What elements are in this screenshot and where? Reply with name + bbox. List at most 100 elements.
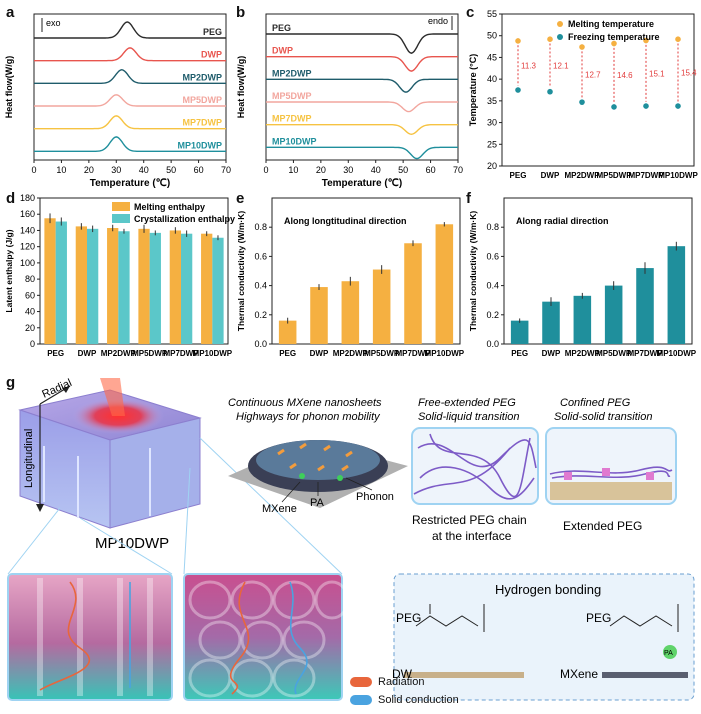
data-point-melting: [643, 37, 649, 44]
x-tick-label: 30: [111, 165, 121, 175]
dsc-cooling-chart: 0 10 20 30 40 50 60 70 Temperature (℃) Heat flow(…: [4, 13, 231, 188]
mxene-title-line2: Highways for phonon mobility: [236, 411, 381, 423]
y-tick-label: 40: [487, 74, 497, 84]
series-label: MP7DWP: [272, 114, 312, 124]
x-tick-label: MP10DWP: [657, 349, 697, 358]
series-line-mp7dwp: [34, 115, 226, 130]
bar-melting: [138, 228, 150, 344]
y-tick-label: 0.8: [486, 222, 499, 232]
x-tick-label: 10: [288, 165, 298, 175]
extended-peg-label: Extended PEG: [563, 519, 642, 533]
bar: [341, 281, 360, 344]
legend-marker: [557, 21, 563, 27]
data-point-freezing: [547, 88, 553, 95]
hbond-peg-left: PEG: [396, 611, 421, 625]
series-label: DWP: [272, 46, 293, 56]
x-tick-label: MP2DWP: [565, 349, 601, 358]
hbond-peg-right: PEG: [586, 611, 611, 625]
bar: [372, 269, 391, 344]
y-tick-label: 100: [20, 258, 35, 268]
y-tick-label: 180: [20, 193, 35, 203]
series-line-peg: [266, 33, 458, 54]
x-axis-label: Temperature (℃): [90, 178, 171, 188]
y-tick-label: 45: [487, 52, 497, 62]
gap-label: 15.4: [681, 69, 697, 78]
gap-label: 15.1: [649, 69, 665, 78]
bar: [667, 246, 686, 344]
y-tick-label: 0.8: [254, 222, 267, 232]
zoom-longitudinal-box: [7, 573, 173, 701]
y-tick-label: 140: [20, 225, 35, 235]
plot-frame: [265, 13, 459, 161]
bar: [542, 301, 560, 344]
hydrogen-bonding-box: [393, 573, 695, 701]
y-tick-label: 0.0: [254, 339, 267, 349]
series-line-peg: [34, 21, 226, 39]
y-tick-label: 50: [487, 31, 497, 41]
mxene-label: MXene: [262, 503, 297, 515]
longitudinal-conductivity-chart: 0.0 0.2 0.4 0.6 0.8 PEG DWP MP2DWPMP5DWPMP7DWPM…: [236, 197, 465, 358]
data-point-freezing: [611, 104, 617, 110]
panel-label-f: f: [466, 190, 471, 207]
y-axis-label: Temperature (°C): [468, 54, 478, 126]
phase-temperature-chart: 20 25 30 35 40 45 50 55 PEG DWP MP2DWPMP5DWPMP7DWP…: [468, 9, 698, 180]
x-tick-label: MP10DWP: [658, 171, 698, 180]
x-tick-label: MP5DWP: [132, 349, 168, 358]
sample-label: MP10DWP: [95, 535, 169, 552]
pa-label: PA: [310, 497, 325, 509]
x-tick-label: DWP: [542, 349, 561, 358]
panel-label-b: b: [236, 4, 246, 21]
mxene-sheet-illustration: [228, 440, 408, 508]
y-tick-label: 20: [487, 161, 497, 171]
plot-frame: [33, 13, 227, 161]
solid-conduction-swatch: [350, 695, 372, 705]
data-point-freezing: [643, 103, 649, 109]
series-line-mp10dwp: [34, 136, 226, 152]
panel-label-c: c: [466, 4, 475, 21]
bar-crystallization: [149, 232, 161, 344]
y-tick-label: 60: [25, 290, 35, 300]
y-tick-label: 25: [487, 139, 497, 149]
y-tick-label: 20: [25, 323, 35, 333]
x-tick-label: 20: [316, 165, 326, 175]
x-tick-label: MP7DWP: [627, 349, 663, 358]
y-tick-label: 160: [20, 209, 35, 219]
series-line-mp5dwp: [266, 101, 458, 113]
mxene-sub-label: MXene: [560, 667, 598, 681]
bar-melting: [169, 230, 181, 344]
data-point-freezing: [675, 103, 681, 109]
wood-block-illustration: [18, 378, 202, 529]
x-tick-label: 70: [221, 165, 231, 175]
bar-crystallization: [55, 221, 67, 344]
x-tick-label: 70: [453, 165, 463, 175]
x-tick-label: PEG: [47, 349, 64, 358]
x-tick-label: PEG: [511, 349, 528, 358]
series-line-mp5dwp: [34, 94, 226, 107]
phonon-label: Phonon: [356, 491, 394, 503]
x-axis-label: Temperature (℃): [322, 178, 403, 188]
y-axis-label: Thermal conductivity (W/m·K): [236, 211, 246, 332]
data-point-freezing: [579, 99, 585, 105]
legend-swatch: [112, 214, 130, 223]
x-tick-label: MP7DWP: [628, 171, 664, 180]
x-tick-label: MP10DWP: [193, 349, 233, 358]
x-tick-label: MP7DWP: [395, 349, 431, 358]
series-label: MP10DWP: [177, 140, 222, 150]
series-line-dwp: [34, 47, 226, 62]
x-tick-label: PEG: [510, 171, 527, 180]
y-tick-label: 0.0: [486, 339, 499, 349]
x-tick-label: 40: [139, 165, 149, 175]
restricted-line2: at the interface: [432, 529, 512, 543]
chart-subtitle: Along longtitudinal direction: [284, 216, 406, 226]
x-tick-label: 50: [166, 165, 176, 175]
x-tick-label: 20: [84, 165, 94, 175]
panel-label-e: e: [236, 190, 245, 207]
bar: [404, 243, 422, 344]
legend-marker: [557, 34, 563, 40]
mxene-title-line1: Continuous MXene nanosheets: [228, 397, 382, 409]
bar: [604, 285, 623, 344]
x-tick-label: MP5DWP: [364, 349, 400, 358]
pa-molecule: [663, 645, 677, 659]
legend-label: Freezing temperature: [568, 32, 660, 42]
legend-swatch: [112, 202, 130, 211]
